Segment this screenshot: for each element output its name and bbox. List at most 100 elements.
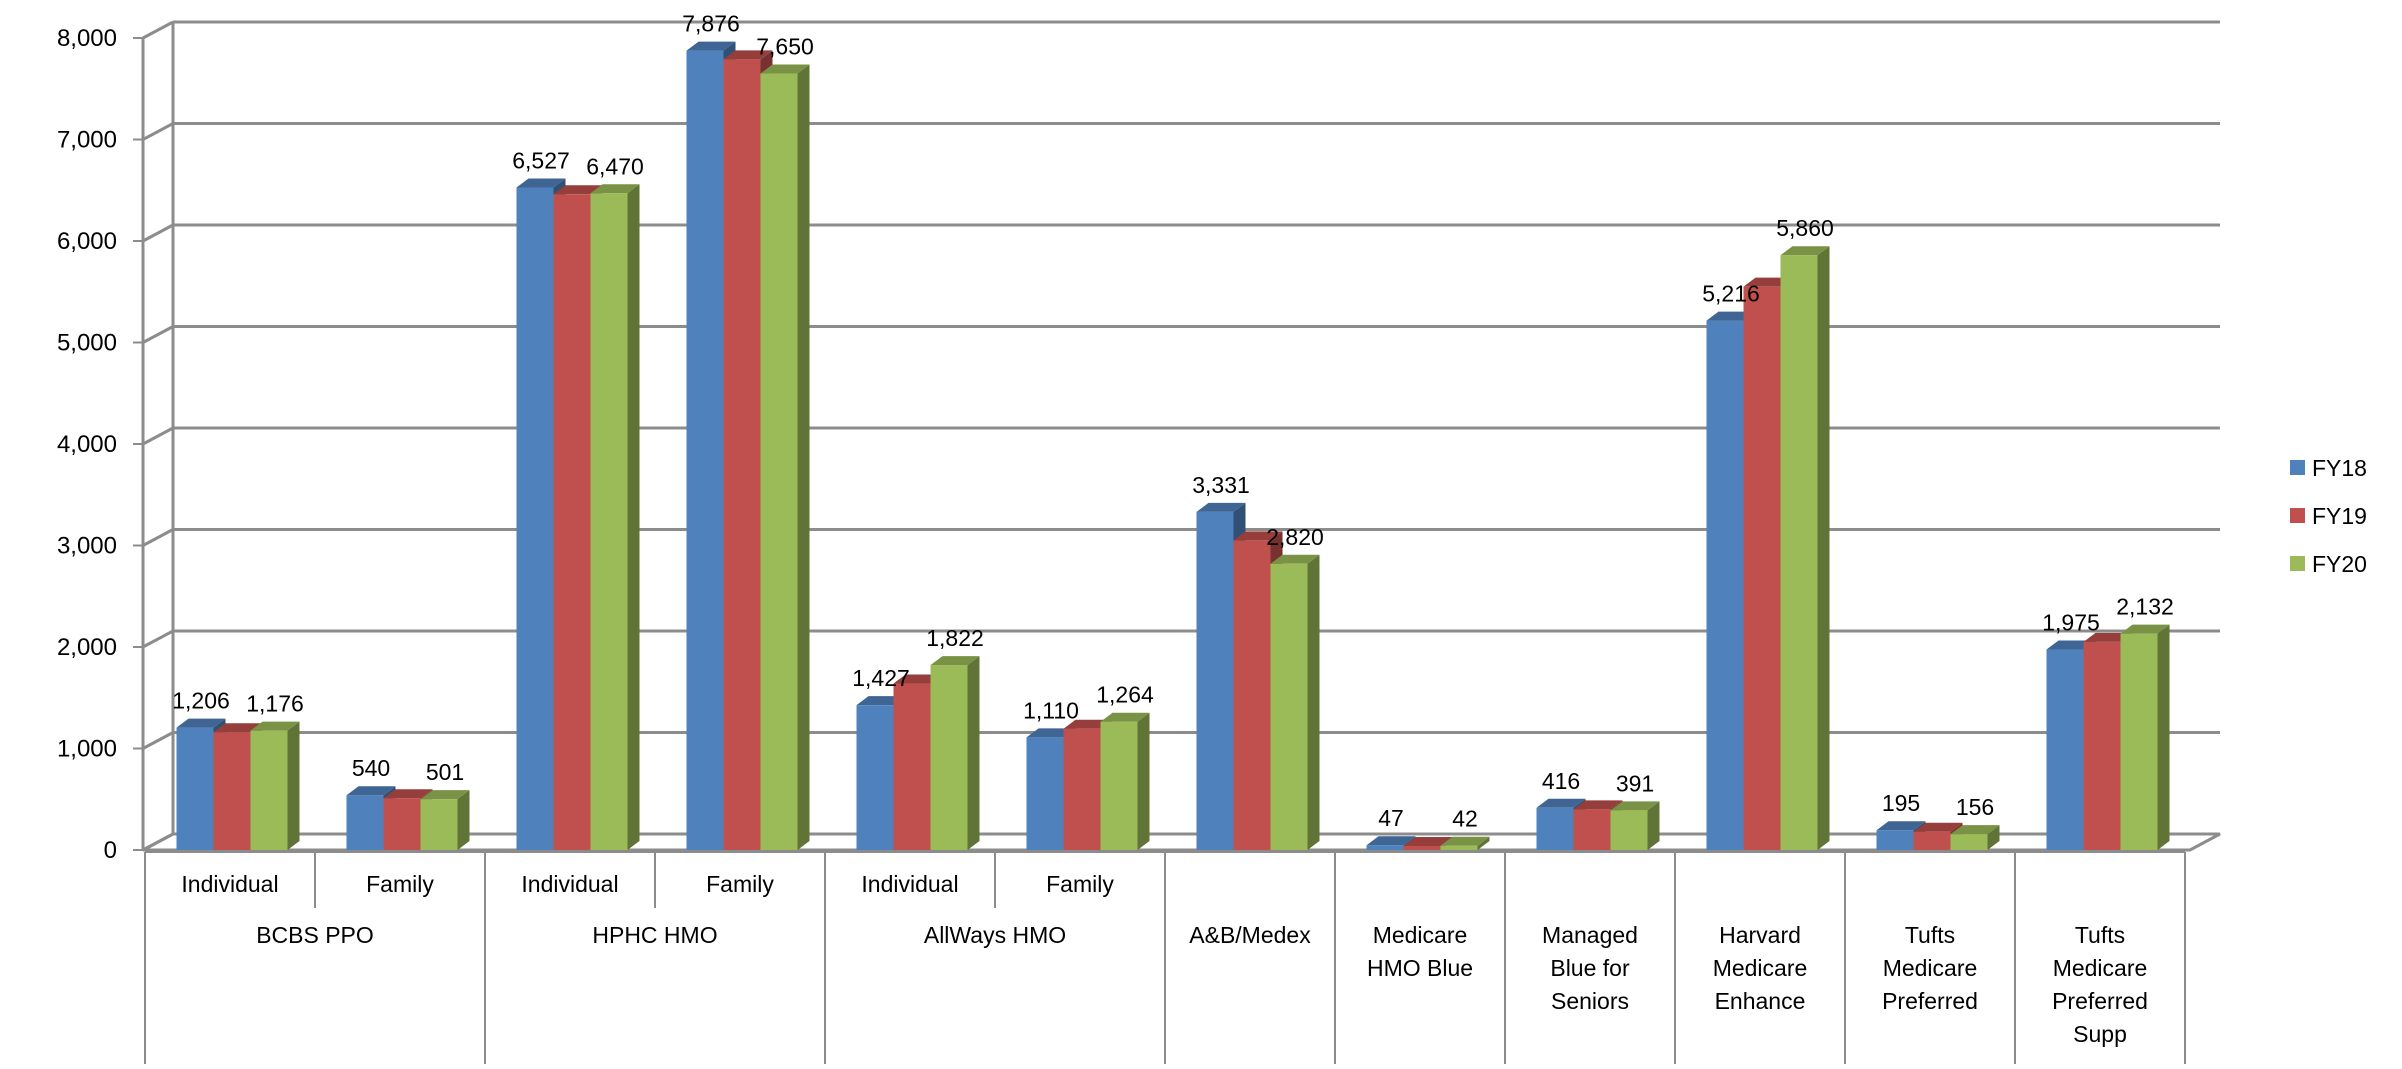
bar-top <box>1440 836 1490 846</box>
y-tick-label: 1,000 <box>57 736 117 763</box>
x-group-label: A&B/Medex <box>1189 922 1311 948</box>
data-label: 1,176 <box>246 691 304 717</box>
x-group-label: Harvard Medicare Enhance <box>1713 922 1808 1014</box>
bar-fy20-5 <box>1100 721 1138 850</box>
bar-top <box>420 790 470 800</box>
bar-side <box>967 656 980 850</box>
bar-fy19-6 <box>1233 540 1271 850</box>
y-tick-label: 6,000 <box>57 228 117 255</box>
bar-fy19-11 <box>2083 641 2121 850</box>
data-label: 42 <box>1452 806 1478 832</box>
bar-fy20-11 <box>2120 633 2158 850</box>
bar-fy18-1 <box>346 795 384 850</box>
chart-floor <box>142 832 2221 852</box>
data-label: 5,860 <box>1776 215 1834 241</box>
x-group-label: HPHC HMO <box>592 922 717 948</box>
bar-top <box>346 786 396 796</box>
bar-fy20-7 <box>1440 845 1478 850</box>
data-label: 1,822 <box>926 625 984 651</box>
data-label: 3,331 <box>1192 472 1250 498</box>
gridline-depth <box>142 426 174 446</box>
bar-fy18-2 <box>516 187 554 850</box>
data-label: 416 <box>1542 768 1580 794</box>
data-label: 1,264 <box>1096 682 1154 708</box>
y-tick-label: 8,000 <box>57 25 117 52</box>
gridline-depth <box>142 731 174 750</box>
bar-fy19-0 <box>213 732 251 850</box>
y-tick-label: 7,000 <box>57 127 117 154</box>
bar-top <box>1026 728 1076 738</box>
grid-layer <box>141 20 2221 852</box>
gridline-depth <box>142 325 174 344</box>
bar-top <box>553 185 603 195</box>
bar-side <box>457 790 470 850</box>
data-label: 156 <box>1956 794 1994 820</box>
bar-top <box>1573 800 1623 810</box>
data-label: 540 <box>352 755 390 781</box>
x-group-label-line: Preferred <box>2052 988 2148 1014</box>
bar-fy19-3 <box>723 59 761 850</box>
x-group-label-line: BCBS PPO <box>256 922 374 948</box>
bar-top <box>1270 554 1320 564</box>
gridline-depth <box>142 629 174 649</box>
bar-side <box>1137 712 1150 850</box>
bar-top <box>893 674 943 684</box>
x-group-label-line: A&B/Medex <box>1189 922 1311 948</box>
x-group-label-line: AllWays HMO <box>924 922 1066 948</box>
legend-label-fy18: FY18 <box>2312 455 2367 481</box>
y-tick-label: 5,000 <box>57 330 117 357</box>
bar-side <box>1477 836 1490 850</box>
bar-fy18-11 <box>2046 649 2084 850</box>
bar-top <box>383 789 433 799</box>
x-group-label-line: HPHC HMO <box>592 922 717 948</box>
bar-top <box>856 696 906 706</box>
x-group-label-line: Tufts <box>1905 922 1955 948</box>
bar-top <box>1403 836 1453 846</box>
y-tick-label: 0 <box>104 837 117 864</box>
data-label: 501 <box>426 759 464 785</box>
bar-top <box>930 656 980 666</box>
bar-fy20-3 <box>760 73 798 850</box>
bar-fy18-5 <box>1026 737 1064 850</box>
bar-top <box>1876 821 1926 831</box>
bar-fy20-4 <box>930 665 968 850</box>
bar-fy19-1 <box>383 798 421 850</box>
x-group-label: Tufts Medicare Preferred <box>1882 922 1978 1014</box>
bar-fy18-8 <box>1536 807 1574 850</box>
bar-top <box>1063 719 1113 729</box>
bar-side <box>627 184 640 851</box>
x-group-label-line: Seniors <box>1551 988 1629 1014</box>
x-group-label-line: Medicare <box>1883 955 1978 981</box>
bar-side <box>1987 825 2000 850</box>
x-subcategory-label: Individual <box>181 871 278 897</box>
bar-top <box>686 41 736 51</box>
x-group-label-line: HMO Blue <box>1367 955 1473 981</box>
bar-fy20-10 <box>1950 834 1988 850</box>
bar-top <box>590 184 640 194</box>
bar-fy18-4 <box>856 705 894 850</box>
bar-top <box>2046 640 2096 650</box>
bar-fy20-1 <box>420 799 458 850</box>
bar-side <box>287 721 300 850</box>
x-group-label-line: Blue for <box>1550 955 1630 981</box>
bar-fy20-9 <box>1780 255 1818 850</box>
data-label: 2,132 <box>2116 594 2174 620</box>
bar-side <box>1817 246 1830 850</box>
x-group-label-line: Medicare <box>1373 922 1468 948</box>
y-tick-label: 4,000 <box>57 431 117 458</box>
x-group-label-line: Managed <box>1542 922 1638 948</box>
gridline-depth <box>142 20 174 40</box>
bar-fy20-2 <box>590 193 628 851</box>
x-subcategory-label: Family <box>706 871 774 897</box>
legend-swatch-fy18 <box>2290 460 2305 475</box>
x-group-label: AllWays HMO <box>924 922 1066 948</box>
bar-fy19-2 <box>553 194 591 850</box>
bar-fy20-8 <box>1610 810 1648 850</box>
data-label: 1,427 <box>852 665 910 691</box>
y-tick-label: 3,000 <box>57 533 117 560</box>
bar-top <box>1233 531 1283 541</box>
bar-top <box>1743 277 1793 287</box>
bar-top <box>2120 624 2170 634</box>
